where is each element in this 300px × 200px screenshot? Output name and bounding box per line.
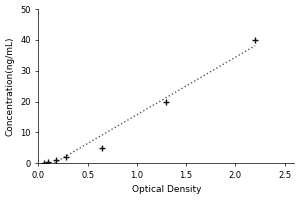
Y-axis label: Concentration(ng/mL): Concentration(ng/mL) xyxy=(6,36,15,136)
X-axis label: Optical Density: Optical Density xyxy=(132,185,201,194)
